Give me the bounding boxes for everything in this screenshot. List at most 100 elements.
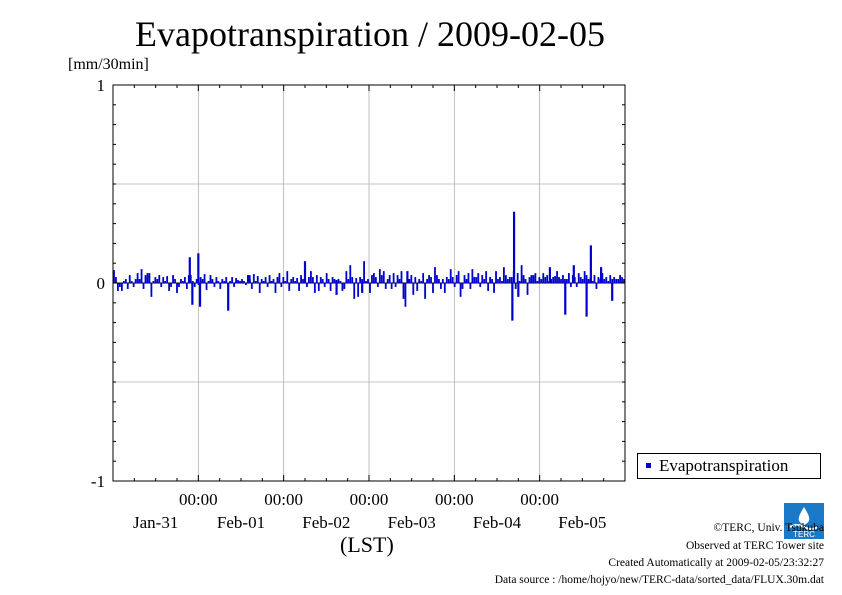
data-bar (217, 281, 220, 283)
data-bar (430, 277, 432, 283)
data-bar (481, 275, 484, 283)
data-bar (532, 275, 535, 283)
data-bar (310, 271, 312, 283)
data-bar (231, 277, 234, 283)
data-bar (158, 275, 161, 283)
x-tick-date-label: Feb-01 (217, 513, 265, 532)
data-bar (540, 279, 543, 283)
data-bar (469, 283, 472, 289)
data-bar (209, 275, 212, 283)
data-bar (329, 283, 332, 291)
data-bar (396, 275, 399, 283)
data-bar (585, 275, 588, 283)
data-bar (418, 279, 421, 283)
data-bar (333, 279, 336, 283)
data-bar (562, 275, 564, 283)
data-bar (134, 279, 137, 283)
data-bar (195, 279, 198, 283)
data-bar (554, 276, 556, 283)
data-bar-spike (589, 245, 592, 283)
data-bar (597, 277, 600, 283)
data-bar (428, 275, 430, 283)
data-bar (388, 275, 391, 283)
data-bar (164, 281, 167, 283)
data-bar-spike (517, 283, 520, 297)
data-bar (311, 277, 314, 283)
data-bar (349, 265, 352, 283)
data-bar (564, 279, 566, 283)
data-bar-spike (548, 267, 552, 283)
data-bar (394, 283, 397, 287)
data-bar (426, 279, 428, 283)
data-bar-spike (188, 257, 191, 283)
data-bar (544, 277, 547, 283)
data-bar (501, 281, 503, 283)
data-bar (412, 283, 415, 295)
data-bar (176, 283, 178, 293)
data-bar (436, 275, 438, 283)
data-bar (438, 279, 440, 283)
data-bar (148, 273, 151, 283)
data-bar (117, 283, 119, 291)
data-bar-spike (303, 261, 307, 283)
credit-copyright: ©TERC, Univ. Tsukuba (713, 522, 824, 534)
data-bar (290, 279, 293, 283)
data-bar (497, 279, 499, 283)
data-bar (443, 283, 446, 293)
data-bar (363, 261, 365, 283)
data-bar (530, 275, 533, 283)
data-bar (455, 275, 458, 283)
data-bar (491, 279, 493, 283)
data-bar (473, 277, 476, 283)
data-bar-spike (611, 283, 614, 301)
data-bar (243, 281, 245, 283)
data-bar-spike (197, 253, 200, 283)
data-bar (146, 273, 149, 283)
x-axis-title: (LST) (340, 532, 394, 557)
data-bar (170, 283, 172, 287)
data-bar (441, 279, 444, 283)
data-bar (398, 279, 401, 283)
data-bar (113, 270, 115, 283)
data-bar (256, 276, 259, 283)
axes (112, 84, 626, 482)
data-bar (262, 281, 265, 283)
data-bar (489, 277, 492, 283)
data-bar (197, 283, 200, 285)
data-bar (132, 283, 135, 287)
data-bar (272, 279, 275, 283)
data-bar (182, 281, 184, 283)
data-bar (495, 271, 497, 283)
data-bar (493, 283, 495, 293)
data-bar (233, 283, 236, 287)
data-bar (579, 277, 582, 283)
data-bar (258, 283, 261, 293)
data-bar (124, 279, 127, 283)
data-bar (390, 283, 393, 289)
data-bar (128, 275, 131, 283)
data-bar (373, 273, 375, 283)
data-bar (282, 277, 285, 283)
data-bar (341, 283, 344, 291)
data-bar (550, 279, 553, 283)
data-bar (365, 281, 367, 283)
y-tick-label: 1 (97, 76, 106, 95)
data-bar (142, 283, 145, 289)
data-bar (560, 279, 562, 283)
data-bar (516, 273, 519, 283)
data-bar (552, 277, 555, 283)
data-bar (183, 277, 186, 283)
data-bar (524, 279, 527, 283)
data-bar (451, 277, 454, 283)
data-bar (422, 273, 425, 283)
data-bar (296, 278, 299, 283)
data-bar (185, 283, 188, 289)
data-bar (201, 279, 204, 283)
data-bar (313, 283, 316, 293)
data-bar (392, 273, 395, 283)
data-bar (402, 283, 405, 299)
data-bar (567, 273, 570, 283)
data-bar (361, 279, 364, 283)
data-bar (577, 273, 580, 283)
